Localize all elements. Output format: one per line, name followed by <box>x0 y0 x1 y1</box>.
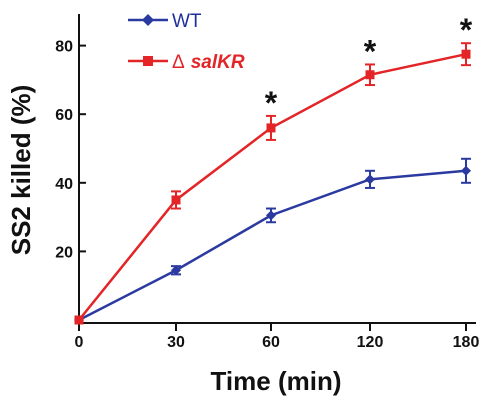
legend-marker-wt <box>142 14 154 26</box>
x-tick-label-60: 60 <box>262 334 280 351</box>
x-tick-label-30: 30 <box>167 334 185 351</box>
significance-star-180: * <box>460 12 473 48</box>
point-salkr-1 <box>171 195 181 205</box>
significance-star-120: * <box>364 33 377 69</box>
legend-label-delta: Δ <box>172 52 185 73</box>
x-axis-title: Time (min) <box>211 366 342 396</box>
significance-stars: * * * <box>265 12 473 121</box>
legend-marker-salkr <box>143 56 153 66</box>
point-salkr-2 <box>266 123 276 133</box>
point-wt-3 <box>365 174 375 185</box>
y-tick-label-80: 80 <box>55 39 73 56</box>
y-tick-label-40: 40 <box>55 176 73 193</box>
legend-label-salkr-text: salKR <box>191 52 245 73</box>
point-salkr-3 <box>365 70 375 80</box>
legend-label-wt: WT <box>172 11 202 32</box>
point-salkr-0 <box>74 315 84 325</box>
point-wt-1 <box>171 265 181 276</box>
series-line-wt <box>78 169 467 322</box>
x-tick-label-180: 180 <box>453 334 480 351</box>
series-layer <box>74 42 471 325</box>
point-wt-4 <box>461 165 471 176</box>
y-axis-title: SS2 killed (%) <box>6 85 36 256</box>
y-tick-label-20: 20 <box>55 244 73 261</box>
y-tick-label-60: 60 <box>55 107 73 124</box>
x-tick-label-0: 0 <box>75 334 84 351</box>
significance-star-60: * <box>265 85 278 121</box>
point-salkr-4 <box>461 49 471 59</box>
axes <box>78 14 476 324</box>
point-wt-2 <box>266 210 276 221</box>
x-tick-label-120: 120 <box>357 334 384 351</box>
ticks: 20 40 60 80 0 30 60 120 180 <box>55 39 479 351</box>
